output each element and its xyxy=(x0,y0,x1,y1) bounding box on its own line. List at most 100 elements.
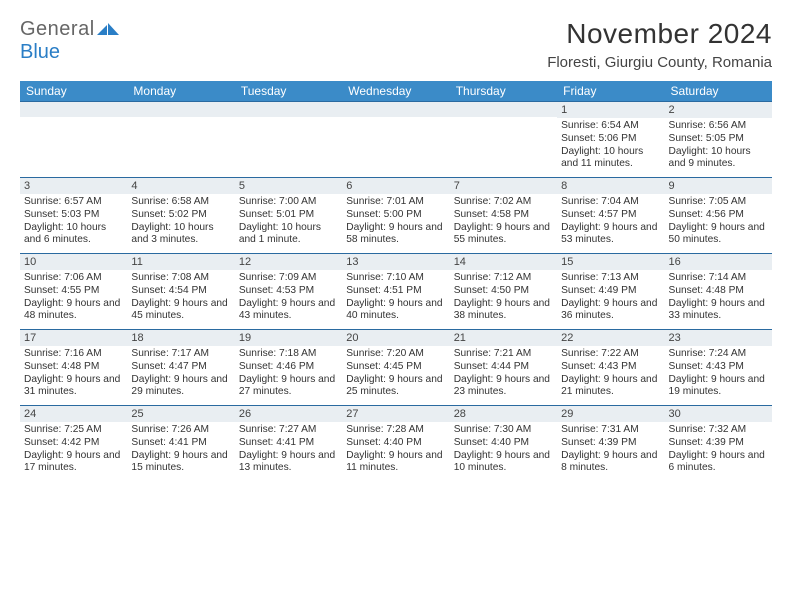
daylight-text: Daylight: 9 hours and 48 minutes. xyxy=(24,298,123,324)
calendar-day-cell: 15Sunrise: 7:13 AMSunset: 4:49 PMDayligh… xyxy=(557,254,664,330)
sunrise-text: Sunrise: 6:57 AM xyxy=(24,196,123,209)
day-number: 28 xyxy=(450,406,557,422)
day-details xyxy=(20,117,127,175)
sunset-text: Sunset: 4:57 PM xyxy=(561,209,660,222)
calendar-day-cell: 9Sunrise: 7:05 AMSunset: 4:56 PMDaylight… xyxy=(665,178,772,254)
day-number: 16 xyxy=(665,254,772,270)
calendar-day-cell: 13Sunrise: 7:10 AMSunset: 4:51 PMDayligh… xyxy=(342,254,449,330)
daylight-text: Daylight: 9 hours and 55 minutes. xyxy=(454,222,553,248)
daylight-text: Daylight: 10 hours and 3 minutes. xyxy=(131,222,230,248)
sunrise-text: Sunrise: 7:24 AM xyxy=(669,348,768,361)
daylight-text: Daylight: 9 hours and 31 minutes. xyxy=(24,374,123,400)
day-details: Sunrise: 6:56 AMSunset: 5:05 PMDaylight:… xyxy=(665,118,772,177)
calendar-day-cell: 26Sunrise: 7:27 AMSunset: 4:41 PMDayligh… xyxy=(235,406,342,482)
sunset-text: Sunset: 4:56 PM xyxy=(669,209,768,222)
day-number: 15 xyxy=(557,254,664,270)
day-details: Sunrise: 7:27 AMSunset: 4:41 PMDaylight:… xyxy=(235,422,342,481)
day-number: 22 xyxy=(557,330,664,346)
sunrise-text: Sunrise: 7:26 AM xyxy=(131,424,230,437)
daylight-text: Daylight: 10 hours and 1 minute. xyxy=(239,222,338,248)
sunrise-text: Sunrise: 7:01 AM xyxy=(346,196,445,209)
day-number: 12 xyxy=(235,254,342,270)
day-details: Sunrise: 7:05 AMSunset: 4:56 PMDaylight:… xyxy=(665,194,772,253)
calendar-week-row: 24Sunrise: 7:25 AMSunset: 4:42 PMDayligh… xyxy=(20,406,772,482)
day-details: Sunrise: 7:31 AMSunset: 4:39 PMDaylight:… xyxy=(557,422,664,481)
day-details: Sunrise: 7:00 AMSunset: 5:01 PMDaylight:… xyxy=(235,194,342,253)
day-details: Sunrise: 7:32 AMSunset: 4:39 PMDaylight:… xyxy=(665,422,772,481)
day-details: Sunrise: 6:57 AMSunset: 5:03 PMDaylight:… xyxy=(20,194,127,253)
sunrise-text: Sunrise: 7:14 AM xyxy=(669,272,768,285)
sunrise-text: Sunrise: 6:58 AM xyxy=(131,196,230,209)
day-number: 11 xyxy=(127,254,234,270)
day-number: 30 xyxy=(665,406,772,422)
daylight-text: Daylight: 9 hours and 58 minutes. xyxy=(346,222,445,248)
calendar-day-cell: 27Sunrise: 7:28 AMSunset: 4:40 PMDayligh… xyxy=(342,406,449,482)
day-details: Sunrise: 7:30 AMSunset: 4:40 PMDaylight:… xyxy=(450,422,557,481)
sunset-text: Sunset: 5:05 PM xyxy=(669,133,768,146)
daylight-text: Daylight: 9 hours and 29 minutes. xyxy=(131,374,230,400)
sunset-text: Sunset: 4:48 PM xyxy=(24,361,123,374)
sunrise-text: Sunrise: 7:08 AM xyxy=(131,272,230,285)
calendar-day-cell: 24Sunrise: 7:25 AMSunset: 4:42 PMDayligh… xyxy=(20,406,127,482)
day-number: 10 xyxy=(20,254,127,270)
calendar-day-cell xyxy=(342,102,449,178)
day-number: 9 xyxy=(665,178,772,194)
day-number: 3 xyxy=(20,178,127,194)
sunset-text: Sunset: 4:54 PM xyxy=(131,285,230,298)
weekday-header-row: Sunday Monday Tuesday Wednesday Thursday… xyxy=(20,81,772,102)
calendar-body: 1Sunrise: 6:54 AMSunset: 5:06 PMDaylight… xyxy=(20,102,772,482)
weekday-header: Friday xyxy=(557,81,664,102)
daylight-text: Daylight: 9 hours and 17 minutes. xyxy=(24,450,123,476)
daylight-text: Daylight: 9 hours and 43 minutes. xyxy=(239,298,338,324)
day-number xyxy=(127,102,234,117)
sunset-text: Sunset: 5:03 PM xyxy=(24,209,123,222)
calendar-day-cell: 12Sunrise: 7:09 AMSunset: 4:53 PMDayligh… xyxy=(235,254,342,330)
daylight-text: Daylight: 9 hours and 13 minutes. xyxy=(239,450,338,476)
day-details: Sunrise: 7:13 AMSunset: 4:49 PMDaylight:… xyxy=(557,270,664,329)
sunrise-text: Sunrise: 7:25 AM xyxy=(24,424,123,437)
calendar-day-cell: 17Sunrise: 7:16 AMSunset: 4:48 PMDayligh… xyxy=(20,330,127,406)
logo: General Blue xyxy=(20,18,119,64)
sunset-text: Sunset: 4:39 PM xyxy=(561,437,660,450)
sunset-text: Sunset: 5:01 PM xyxy=(239,209,338,222)
day-number: 6 xyxy=(342,178,449,194)
day-number: 25 xyxy=(127,406,234,422)
day-number: 27 xyxy=(342,406,449,422)
daylight-text: Daylight: 9 hours and 23 minutes. xyxy=(454,374,553,400)
logo-text: General Blue xyxy=(20,18,119,64)
calendar-day-cell: 19Sunrise: 7:18 AMSunset: 4:46 PMDayligh… xyxy=(235,330,342,406)
daylight-text: Daylight: 9 hours and 8 minutes. xyxy=(561,450,660,476)
day-details: Sunrise: 7:06 AMSunset: 4:55 PMDaylight:… xyxy=(20,270,127,329)
day-number: 17 xyxy=(20,330,127,346)
weekday-header: Monday xyxy=(127,81,234,102)
day-details: Sunrise: 6:54 AMSunset: 5:06 PMDaylight:… xyxy=(557,118,664,177)
day-number xyxy=(342,102,449,117)
daylight-text: Daylight: 10 hours and 6 minutes. xyxy=(24,222,123,248)
weekday-header: Sunday xyxy=(20,81,127,102)
daylight-text: Daylight: 9 hours and 40 minutes. xyxy=(346,298,445,324)
weekday-header: Wednesday xyxy=(342,81,449,102)
sunset-text: Sunset: 4:40 PM xyxy=(454,437,553,450)
logo-blue: Blue xyxy=(20,41,60,63)
sunrise-text: Sunrise: 7:12 AM xyxy=(454,272,553,285)
daylight-text: Daylight: 9 hours and 10 minutes. xyxy=(454,450,553,476)
daylight-text: Daylight: 9 hours and 21 minutes. xyxy=(561,374,660,400)
daylight-text: Daylight: 9 hours and 53 minutes. xyxy=(561,222,660,248)
sunset-text: Sunset: 4:41 PM xyxy=(239,437,338,450)
calendar-day-cell: 5Sunrise: 7:00 AMSunset: 5:01 PMDaylight… xyxy=(235,178,342,254)
daylight-text: Daylight: 10 hours and 9 minutes. xyxy=(669,146,768,172)
day-details: Sunrise: 7:02 AMSunset: 4:58 PMDaylight:… xyxy=(450,194,557,253)
day-number: 29 xyxy=(557,406,664,422)
day-details xyxy=(127,117,234,175)
sunrise-text: Sunrise: 7:13 AM xyxy=(561,272,660,285)
calendar-day-cell: 3Sunrise: 6:57 AMSunset: 5:03 PMDaylight… xyxy=(20,178,127,254)
location: Floresti, Giurgiu County, Romania xyxy=(547,54,772,71)
calendar-week-row: 1Sunrise: 6:54 AMSunset: 5:06 PMDaylight… xyxy=(20,102,772,178)
daylight-text: Daylight: 9 hours and 25 minutes. xyxy=(346,374,445,400)
day-number: 2 xyxy=(665,102,772,118)
day-number: 14 xyxy=(450,254,557,270)
weekday-header: Saturday xyxy=(665,81,772,102)
day-number: 13 xyxy=(342,254,449,270)
day-details: Sunrise: 7:08 AMSunset: 4:54 PMDaylight:… xyxy=(127,270,234,329)
sunrise-text: Sunrise: 6:54 AM xyxy=(561,120,660,133)
